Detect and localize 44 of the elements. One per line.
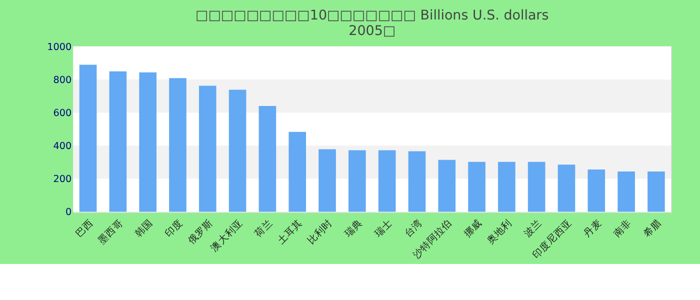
bar bbox=[288, 132, 306, 212]
bar bbox=[378, 150, 396, 212]
x-tick-label: 韩国 bbox=[132, 217, 156, 240]
y-tick-label: 0 bbox=[66, 207, 72, 218]
x-tick-label: 巴西 bbox=[74, 218, 96, 240]
y-tick-label: 200 bbox=[53, 174, 72, 186]
x-tick-label: 瑞典 bbox=[342, 217, 365, 240]
x-tick-label: 比利时 bbox=[305, 217, 335, 247]
x-tick-label: 土耳其 bbox=[275, 217, 305, 247]
bar bbox=[408, 151, 426, 212]
bar bbox=[498, 162, 516, 212]
bar bbox=[258, 106, 276, 212]
bar bbox=[139, 72, 156, 212]
bar bbox=[558, 164, 576, 212]
x-tick-label: 希腊 bbox=[641, 217, 664, 240]
bar bbox=[618, 171, 635, 212]
bar bbox=[318, 149, 336, 212]
bar bbox=[169, 78, 186, 212]
text: 2005□ bbox=[348, 24, 396, 39]
y-tick-label: 1000 bbox=[47, 42, 72, 53]
bar bbox=[348, 150, 366, 212]
text: □□□□□□□□□10□□□□□□□ Billions U.S. dollars bbox=[195, 8, 549, 24]
x-tick-label: 丹麦 bbox=[581, 217, 604, 240]
bar bbox=[648, 171, 665, 212]
bar bbox=[588, 169, 606, 212]
bar bbox=[198, 86, 216, 212]
x-tick-label: 台湾 bbox=[402, 217, 425, 240]
y-tick-label: 400 bbox=[53, 141, 72, 152]
y-tick-label: 600 bbox=[53, 108, 72, 119]
bar bbox=[79, 64, 97, 212]
bar bbox=[109, 71, 127, 212]
y-tick-label: 800 bbox=[53, 74, 72, 86]
x-tick-label: 印度 bbox=[162, 217, 186, 240]
bar bbox=[228, 90, 246, 212]
x-tick-label: 瑞士 bbox=[372, 217, 395, 240]
x-tick-label: 南非 bbox=[611, 217, 634, 240]
bar bbox=[438, 160, 456, 212]
x-tick-label: 荷兰 bbox=[252, 217, 276, 240]
x-tick-label: 波兰 bbox=[522, 217, 544, 240]
x-tick-label: 墨西哥 bbox=[96, 218, 126, 247]
x-tick-label: 挪威 bbox=[462, 217, 484, 240]
bar bbox=[468, 162, 486, 212]
bar bbox=[528, 162, 546, 212]
x-tick-label: 奥地利 bbox=[484, 217, 514, 247]
